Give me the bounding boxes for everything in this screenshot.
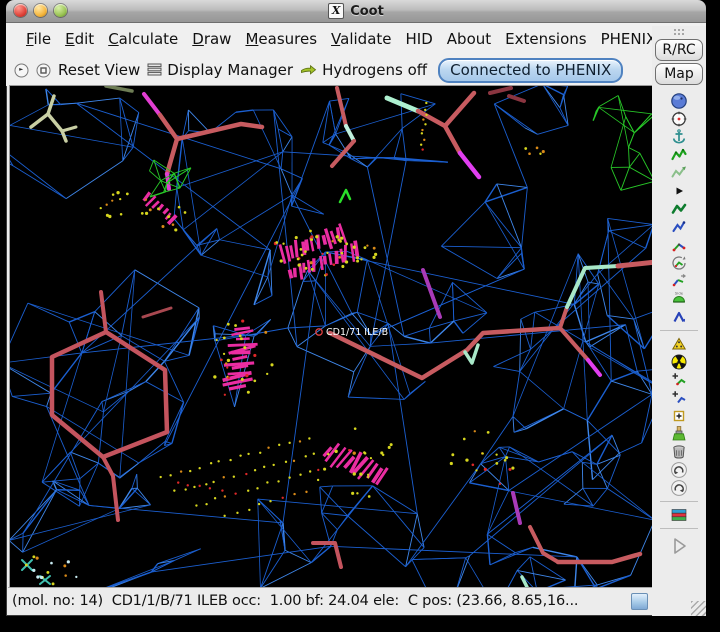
- rotamer-icon[interactable]: [670, 236, 688, 254]
- regularize-zone-icon[interactable]: [670, 164, 688, 182]
- svg-text:Side: Side: [675, 291, 684, 296]
- display-manager-item[interactable]: Display Manager: [147, 61, 293, 80]
- menu-phenix[interactable]: PHENIX: [600, 29, 657, 48]
- main-toolbar: Reset View Display Manager Hydrogens off…: [6, 54, 658, 86]
- rrc-button[interactable]: R/RC: [655, 39, 703, 61]
- menu-about[interactable]: About: [446, 29, 492, 48]
- menubar: File Edit Calculate Draw Measures Validate HID…: [6, 23, 706, 54]
- menu-extensions[interactable]: Extensions: [505, 29, 587, 48]
- rigid-body-icon[interactable]: [670, 200, 688, 218]
- toolbar-round-button-1[interactable]: [14, 63, 29, 78]
- menu-draw[interactable]: Draw: [192, 29, 232, 48]
- status-text: (mol. no: 14) CD1/1/B/71 ILEB occ: 1.00 …: [12, 593, 579, 609]
- reset-view-label: Reset View: [58, 61, 141, 79]
- flag-icon[interactable]: [670, 506, 688, 524]
- menu-calculate[interactable]: Calculate: [108, 29, 179, 48]
- menu-edit[interactable]: Edit: [65, 29, 95, 48]
- toolbar-separator: [660, 330, 698, 331]
- toolbar-grip-handle[interactable]: [673, 28, 685, 35]
- pepflip-icon[interactable]: [670, 308, 688, 326]
- place-atom-icon[interactable]: [670, 407, 688, 425]
- undo-icon[interactable]: [670, 461, 688, 479]
- menu-hid[interactable]: HID: [405, 29, 433, 48]
- radiation-icon[interactable]: [670, 353, 688, 371]
- crosshair-icon[interactable]: [670, 110, 688, 128]
- toolbar-separator: [660, 501, 698, 502]
- statusbar: (mol. no: 14) CD1/1/B/71 ILEB occ: 1.00 …: [8, 587, 652, 614]
- reset-view-item[interactable]: Reset View: [58, 61, 140, 79]
- toolbar-round-button-2[interactable]: [36, 63, 51, 78]
- x11-app-icon: X: [328, 3, 345, 19]
- display-manager-label: Display Manager: [167, 61, 294, 79]
- minimize-button[interactable]: [34, 4, 47, 17]
- atom-label: CD1/71 ILE/B: [326, 327, 388, 338]
- display-manager-icon: [147, 61, 162, 80]
- trash-icon[interactable]: [670, 443, 688, 461]
- window-title-area: X Coot: [6, 0, 706, 22]
- menu-validate[interactable]: Validate: [331, 29, 392, 48]
- window-controls: [14, 4, 67, 17]
- resize-grip[interactable]: [691, 601, 706, 616]
- toolbar-separator: [660, 528, 698, 529]
- add-terminal-icon[interactable]: [670, 371, 688, 389]
- status-blue-widget: [631, 592, 648, 610]
- menu-file[interactable]: File: [26, 29, 52, 48]
- redo-icon[interactable]: [670, 479, 688, 497]
- gl-canvas[interactable]: CD1/71 ILE/B: [9, 85, 657, 588]
- titlebar[interactable]: X Coot: [6, 0, 706, 23]
- connected-to-phenix-button[interactable]: Connected to PHENIX: [438, 57, 624, 83]
- right-toolbar: R/RC Map Side: [652, 26, 706, 616]
- pointer-icon[interactable]: [670, 182, 688, 200]
- close-button[interactable]: [14, 4, 27, 17]
- warning-icon[interactable]: [670, 335, 688, 353]
- hydrogens-toggle-item[interactable]: Hydrogens off: [300, 61, 427, 80]
- add-alt-conf-icon[interactable]: [670, 389, 688, 407]
- hydrogens-arrow-icon: [300, 61, 317, 80]
- mutate-icon[interactable]: [670, 272, 688, 290]
- anchor-icon[interactable]: [670, 128, 688, 146]
- rotate-translate-icon[interactable]: [670, 218, 688, 236]
- modelling-toolbar-icons: Side: [660, 92, 698, 555]
- coot-window: X Coot File Edit Calculate Draw Measures Vali…: [6, 0, 706, 616]
- map-button[interactable]: Map: [655, 63, 703, 85]
- zoom-button[interactable]: [54, 4, 67, 17]
- refine-zone-icon[interactable]: [670, 146, 688, 164]
- window-title: Coot: [350, 3, 384, 19]
- flip-sidechain-icon[interactable]: Side: [670, 290, 688, 308]
- auto-rotamer-icon[interactable]: [670, 254, 688, 272]
- globe-icon[interactable]: [670, 92, 688, 110]
- brush-icon[interactable]: [670, 425, 688, 443]
- hydrogens-label: Hydrogens off: [322, 61, 428, 79]
- menu-measures[interactable]: Measures: [245, 29, 318, 48]
- play-icon[interactable]: [667, 537, 691, 555]
